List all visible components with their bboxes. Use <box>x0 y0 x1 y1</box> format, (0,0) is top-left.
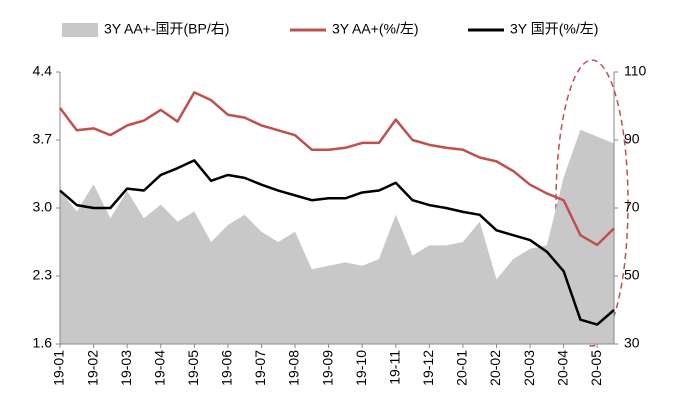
x-tick-label: 19-01 <box>51 350 67 386</box>
yield-line <box>59 91 615 247</box>
y-tick-label: 2.3 <box>33 267 53 283</box>
legend-swatch <box>62 23 98 37</box>
y2-tick-label: 70 <box>624 199 640 215</box>
y-tick-label: 3.7 <box>33 131 53 147</box>
yield-line <box>59 159 615 326</box>
x-tick-label: 19-09 <box>319 350 335 386</box>
legend-label: 3Y AA+-国开(BP/右) <box>104 21 229 37</box>
x-tick-label: 19-07 <box>252 350 268 386</box>
x-tick-label: 19-12 <box>420 350 436 386</box>
x-tick-label: 20-03 <box>521 350 537 386</box>
x-tick-label: 19-02 <box>84 350 100 386</box>
x-tick-label: 19-08 <box>286 350 302 386</box>
x-tick-label: 19-03 <box>118 350 134 386</box>
highlight-ellipse <box>555 59 629 347</box>
x-tick-label: 19-11 <box>386 350 402 385</box>
x-tick-label: 20-01 <box>454 350 470 386</box>
x-tick-label: 19-05 <box>185 350 201 386</box>
x-tick-label: 20-05 <box>588 350 604 386</box>
y2-tick-label: 90 <box>624 131 640 147</box>
y2-tick-label: 110 <box>624 63 647 79</box>
x-tick-label: 19-06 <box>219 350 235 386</box>
x-tick-label: 19-04 <box>151 350 167 386</box>
y-tick-label: 1.6 <box>33 335 53 351</box>
y2-tick-label: 30 <box>624 335 640 351</box>
y-tick-label: 4.4 <box>33 63 53 79</box>
x-tick-label: 20-04 <box>554 350 570 386</box>
x-tick-label: 19-10 <box>353 350 369 386</box>
x-tick-label: 20-02 <box>487 350 503 386</box>
spread-area <box>60 129 614 344</box>
legend-label: 3Y AA+(%/左) <box>332 21 419 37</box>
legend-label: 3Y 国开(%/左) <box>510 21 598 37</box>
y2-tick-label: 50 <box>624 267 640 283</box>
y-tick-label: 3.0 <box>33 199 53 215</box>
